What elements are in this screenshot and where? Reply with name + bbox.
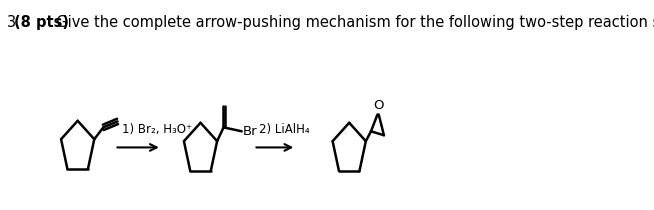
Text: 2) LiAlH₄: 2) LiAlH₄ <box>259 123 309 136</box>
Text: Br: Br <box>243 125 258 138</box>
Text: (8 pts): (8 pts) <box>14 15 69 30</box>
Text: Give the complete arrow-pushing mechanism for the following two-step reaction se: Give the complete arrow-pushing mechanis… <box>46 15 654 30</box>
Text: O: O <box>373 98 384 112</box>
Text: 3.: 3. <box>7 15 20 30</box>
Text: 1) Br₂, H₃O⁺: 1) Br₂, H₃O⁺ <box>122 123 192 136</box>
